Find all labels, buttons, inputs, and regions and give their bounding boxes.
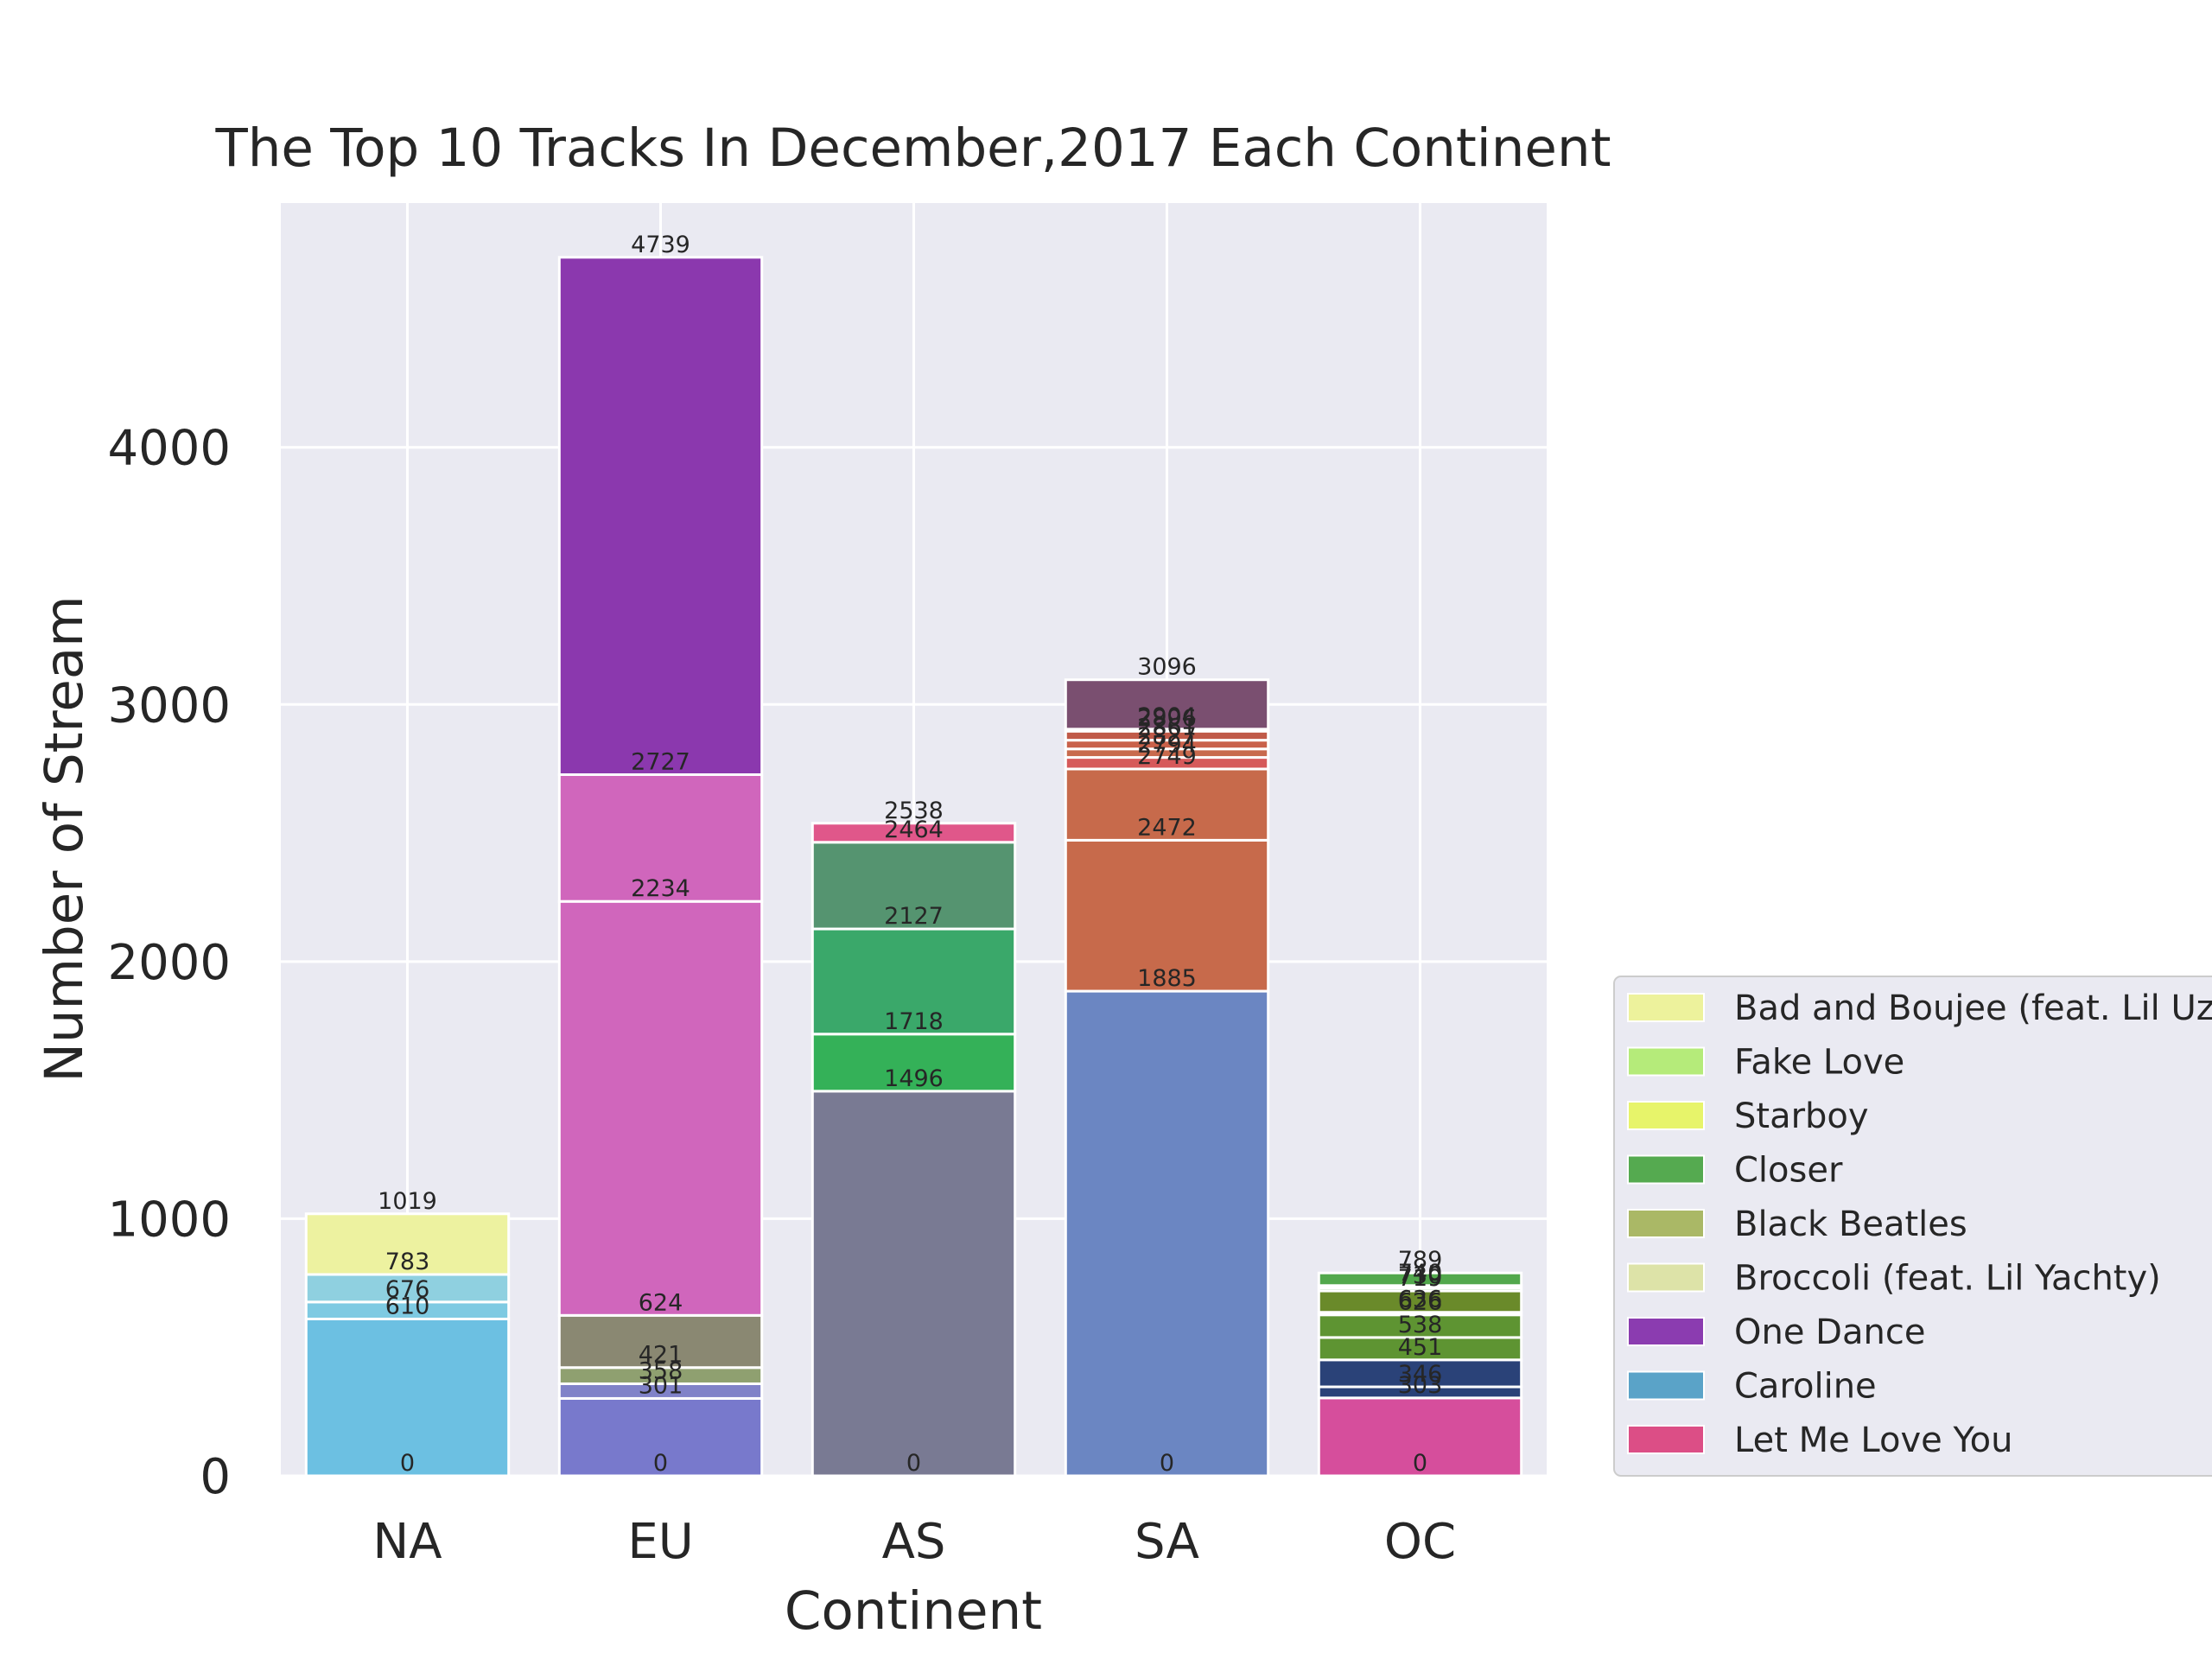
bar-value-label: 4739 — [631, 232, 690, 258]
chart-title: The Top 10 Tracks In December,2017 Each … — [214, 118, 1611, 179]
bar-value-label: 2861 — [1137, 715, 1197, 741]
bar-segment — [1317, 1271, 1523, 1287]
legend-swatch — [1627, 1317, 1705, 1346]
legend-label: Fake Love — [1734, 1043, 1904, 1083]
bar-value-label: 538 — [1398, 1312, 1443, 1338]
legend-swatch — [1627, 1154, 1705, 1185]
legend: Bad and Boujee (feat. Lil Uzi Vert) Fake … — [1613, 976, 2212, 1477]
bar-value-label: 421 — [639, 1342, 683, 1369]
bar-value-label: 451 — [1398, 1334, 1443, 1361]
y-tick-label: 0 — [200, 1449, 231, 1505]
bar-value-label: 1885 — [1137, 965, 1197, 992]
bar-value-label: 0 — [400, 1450, 415, 1477]
bar-value-label: 0 — [653, 1450, 668, 1477]
y-tick-label: 2000 — [107, 935, 231, 991]
axes: 0 1000 2000 3000 4000 NA EU AS SA OC — [107, 421, 1456, 1570]
bar-value-label: 0 — [1160, 1450, 1174, 1477]
bar-segment — [557, 1313, 764, 1370]
bar-value-label: 719 — [1398, 1265, 1443, 1292]
legend-swatch — [1627, 1209, 1705, 1238]
legend-label: Starboy — [1734, 1096, 1869, 1136]
bar-segment — [304, 1317, 511, 1478]
x-axis-label: Continent — [785, 1580, 1042, 1642]
bar-segment — [304, 1212, 511, 1276]
bar-value-label: 3096 — [1137, 654, 1197, 681]
bar-segment — [1064, 989, 1270, 1478]
bar-value-label: 626 — [1398, 1289, 1443, 1316]
bar-value-label: 1019 — [378, 1188, 437, 1215]
bar-segment — [1064, 767, 1270, 842]
legend-swatch — [1627, 1101, 1705, 1130]
x-tick-label: SA — [1135, 1514, 1199, 1570]
legend-label: Broccoli (feat. Lil Yachty) — [1734, 1259, 2161, 1299]
bar-value-label: 2464 — [884, 817, 944, 843]
bar-segment — [557, 1396, 764, 1478]
legend-swatch — [1627, 1425, 1705, 1454]
bar-value-label: 303 — [1398, 1372, 1443, 1399]
bar-value-label: 610 — [385, 1293, 430, 1319]
y-tick-label: 3000 — [107, 677, 231, 734]
x-tick-label: AS — [882, 1514, 946, 1570]
bar-value-label: 346 — [1398, 1361, 1443, 1388]
legend-label: Closer — [1734, 1151, 1843, 1191]
bar-value-label: 2538 — [884, 798, 944, 824]
bar-segment — [810, 1090, 1017, 1478]
x-tick-label: NA — [372, 1514, 442, 1570]
bar-value-label: 1496 — [884, 1065, 944, 1092]
bar-segment — [557, 899, 764, 1317]
legend-frame — [1613, 976, 2212, 1477]
bar-segment — [557, 773, 764, 903]
legend-label: One Dance — [1734, 1313, 1925, 1352]
legend-label: Caroline — [1734, 1367, 1877, 1407]
legend-swatch — [1627, 1370, 1705, 1401]
y-axis-label: Number of Stream — [34, 595, 95, 1082]
bar-segment — [810, 841, 1017, 931]
bar-value-label: 2827 — [1137, 723, 1197, 750]
bars — [304, 256, 1523, 1478]
bar-value-label: 2727 — [631, 749, 690, 776]
bar-value-label: 2794 — [1137, 732, 1197, 759]
legend-label: Black Beatles — [1734, 1205, 1967, 1244]
bar-segment — [810, 927, 1017, 1036]
bar-value-label: 783 — [385, 1249, 430, 1275]
legend-swatch — [1627, 1046, 1705, 1077]
bar-value-label: 0 — [906, 1450, 921, 1477]
y-tick-label: 4000 — [107, 421, 231, 477]
x-tick-label: EU — [627, 1514, 693, 1570]
bar-value-label: 730 — [1398, 1262, 1443, 1289]
bar-segment — [810, 822, 1017, 844]
bar-segment — [557, 256, 764, 777]
bar-value-label: 358 — [639, 1357, 683, 1384]
legend-label: Bad and Boujee (feat. Lil Uzi Vert) — [1734, 988, 2212, 1028]
bar-value-label: 636 — [1398, 1287, 1443, 1313]
bar-segment — [1317, 1289, 1523, 1314]
bar-segment — [1317, 1313, 1523, 1339]
bar-value-label: 301 — [639, 1372, 683, 1399]
bar-value-label: 2234 — [631, 875, 690, 902]
y-tick-label: 1000 — [107, 1192, 231, 1248]
bar-segment — [1064, 838, 1270, 993]
bar-value-label: 2896 — [1137, 705, 1197, 732]
bar-value-label: 2904 — [1137, 703, 1197, 730]
bar-value-label: 676 — [385, 1276, 430, 1303]
bar-value-label: 789 — [1398, 1247, 1443, 1274]
bar-value-label: 1718 — [884, 1008, 944, 1035]
legend-label: Let Me Love You — [1734, 1421, 2012, 1460]
bar-value-label: 0 — [1413, 1450, 1427, 1477]
legend-swatch — [1627, 1262, 1705, 1293]
bar-value-label: 2472 — [1137, 814, 1197, 841]
bar-segment — [1317, 1396, 1523, 1478]
bar-value-label: 2127 — [884, 903, 944, 930]
bar-value-label: 624 — [639, 1289, 683, 1316]
x-tick-label: OC — [1384, 1514, 1456, 1570]
bar-value-label: 2749 — [1137, 743, 1197, 770]
legend-swatch — [1627, 993, 1705, 1022]
bar-value-label: 740 — [1398, 1260, 1443, 1287]
bar-segment — [1064, 678, 1270, 731]
